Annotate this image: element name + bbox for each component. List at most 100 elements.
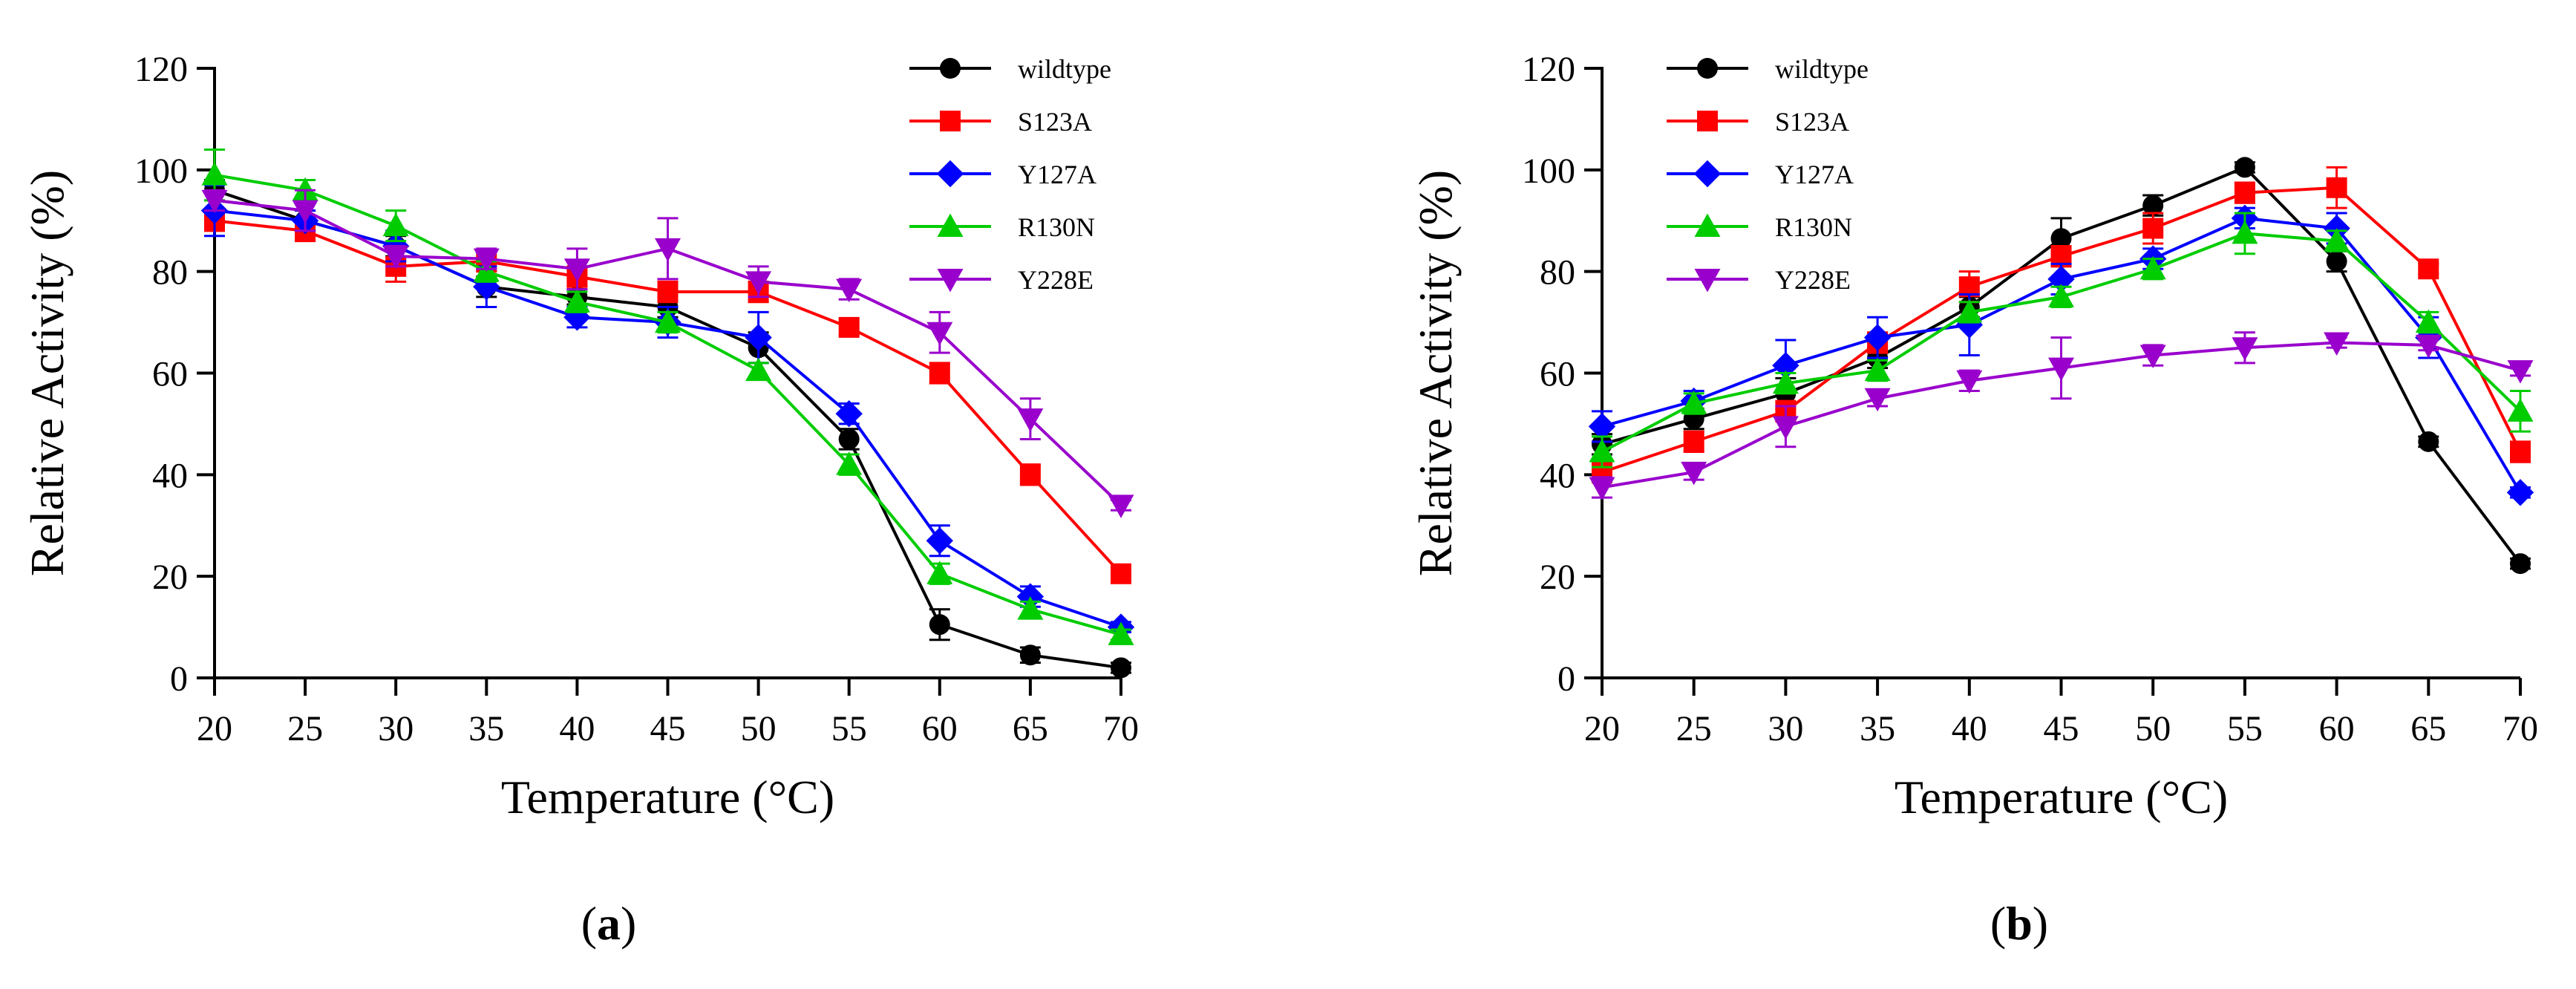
y-tick-label: 0 xyxy=(1557,659,1575,699)
data-point-Y228E xyxy=(655,238,681,262)
data-point-S123A xyxy=(1019,464,1041,486)
data-point-Y127A xyxy=(473,272,500,301)
data-point-R130N xyxy=(563,289,590,313)
data-point-S123A xyxy=(657,281,679,303)
legend-label-S123A: S123A xyxy=(1775,107,1849,137)
y-tick-label: 100 xyxy=(134,151,188,191)
y-tick-label: 20 xyxy=(152,558,188,597)
data-point-wildtype xyxy=(2050,228,2072,249)
y-tick-label: 120 xyxy=(134,50,188,89)
data-point-wildtype xyxy=(838,428,860,450)
y-tick-label: 60 xyxy=(1540,355,1575,394)
legend-marker-Y127A xyxy=(936,160,964,188)
x-tick-label: 45 xyxy=(650,709,686,748)
data-point-wildtype xyxy=(2234,157,2255,178)
x-tick-label: 65 xyxy=(2410,709,2446,748)
data-point-Y228E xyxy=(1589,477,1615,500)
series-S123A xyxy=(1592,166,2531,484)
x-axis-title: Temperature (°C) xyxy=(1895,771,2228,823)
data-point-S123A xyxy=(2326,177,2347,198)
data-point-Y127A xyxy=(1588,413,1616,440)
y-tick-label: 20 xyxy=(1540,558,1575,597)
legend-marker-R130N xyxy=(1694,213,1721,237)
x-tick-label: 60 xyxy=(2319,709,2355,748)
legend-label-R130N: R130N xyxy=(1018,212,1095,242)
legend-marker-wildtype xyxy=(940,58,961,79)
x-tick-label: 70 xyxy=(2503,709,2538,748)
data-point-R130N xyxy=(2507,398,2534,422)
data-point-Y228E xyxy=(1772,416,1799,440)
legend-marker-Y228E xyxy=(937,269,964,293)
legend-label-Y127A: Y127A xyxy=(1775,160,1854,189)
panel-label-paren-open: ( xyxy=(581,897,597,950)
y-tick-label: 100 xyxy=(1522,151,1575,191)
x-tick-label: 70 xyxy=(1103,709,1139,748)
data-point-Y127A xyxy=(2047,265,2075,293)
data-point-R130N xyxy=(2139,255,2166,280)
data-point-S123A xyxy=(1683,431,1704,452)
data-point-Y228E xyxy=(563,258,590,282)
panel-label: (a) xyxy=(581,897,637,950)
panel-label-paren-close: ) xyxy=(621,897,636,950)
data-point-wildtype xyxy=(2142,195,2164,216)
legend-label-R130N: R130N xyxy=(1775,212,1852,242)
panel-label-letter: a xyxy=(597,897,621,950)
data-point-R130N xyxy=(2048,284,2074,307)
data-point-Y228E xyxy=(2139,345,2166,369)
data-point-S123A xyxy=(1111,563,1131,584)
data-point-R130N xyxy=(745,357,772,382)
data-point-Y228E xyxy=(1108,494,1134,518)
data-point-Y127A xyxy=(926,527,953,555)
data-point-R130N xyxy=(1589,439,1615,463)
legend-marker-wildtype xyxy=(1697,58,1718,79)
data-point-Y127A xyxy=(745,324,772,351)
series-R130N xyxy=(1589,212,2534,469)
legend-label-Y127A: Y127A xyxy=(1018,160,1096,189)
data-point-Y228E xyxy=(2507,360,2534,384)
data-point-Y228E xyxy=(1017,408,1044,432)
data-point-R130N xyxy=(2232,220,2258,244)
data-point-S123A xyxy=(2234,182,2255,203)
legend-marker-S123A xyxy=(940,111,961,131)
y-tick-label: 0 xyxy=(170,659,188,699)
data-point-Y228E xyxy=(473,248,500,272)
legend-marker-S123A xyxy=(1697,111,1718,131)
data-point-S123A xyxy=(838,316,860,338)
x-tick-label: 60 xyxy=(922,709,958,748)
data-point-wildtype xyxy=(2418,431,2439,452)
y-axis-title: Relative Activity (%) xyxy=(21,170,73,576)
data-point-Y228E xyxy=(201,189,228,214)
x-tick-label: 25 xyxy=(1676,709,1712,748)
data-point-Y228E xyxy=(836,278,863,303)
legend-label-Y228E: Y228E xyxy=(1018,265,1094,295)
data-point-R130N xyxy=(1017,596,1044,620)
panel-label-paren-close: ) xyxy=(2033,897,2048,950)
x-tick-label: 35 xyxy=(468,709,504,748)
data-point-R130N xyxy=(655,309,681,333)
x-tick-label: 20 xyxy=(1584,709,1620,748)
series-Y228E xyxy=(201,189,1134,518)
y-tick-label: 40 xyxy=(152,456,188,495)
x-tick-label: 30 xyxy=(1768,709,1803,748)
data-point-Y228E xyxy=(2048,357,2074,382)
legend-label-wildtype: wildtype xyxy=(1018,54,1111,84)
data-point-wildtype xyxy=(1111,657,1131,679)
panel-label-paren-open: ( xyxy=(1990,897,2006,950)
data-point-Y127A xyxy=(835,400,863,428)
data-point-R130N xyxy=(1681,391,1707,414)
data-point-Y228E xyxy=(292,200,318,224)
y-tick-label: 60 xyxy=(152,355,188,394)
panel-label: (b) xyxy=(1990,897,2048,950)
data-point-R130N xyxy=(2415,309,2442,333)
data-point-R130N xyxy=(1108,621,1134,645)
legend-label-S123A: S123A xyxy=(1018,107,1092,137)
data-point-Y228E xyxy=(2415,334,2442,359)
data-point-R130N xyxy=(201,162,228,186)
data-point-R130N xyxy=(292,177,318,201)
data-point-Y228E xyxy=(382,246,409,270)
y-axis-title: Relative Activity (%) xyxy=(1409,170,1462,576)
data-point-Y127A xyxy=(2506,479,2534,506)
data-point-wildtype xyxy=(929,614,950,636)
data-point-S123A xyxy=(2418,258,2439,280)
